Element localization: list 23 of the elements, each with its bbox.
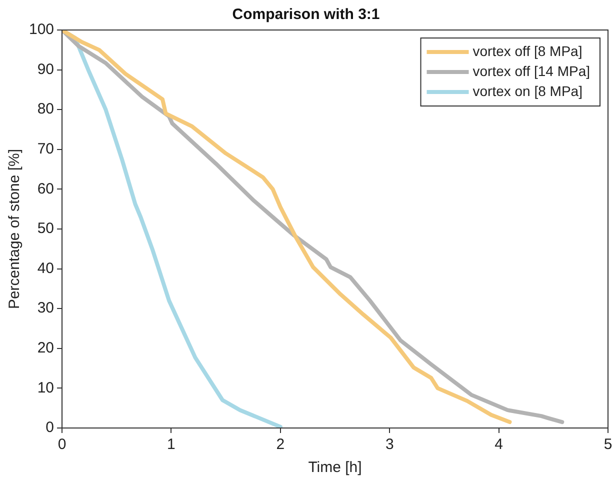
y-tick-label: 10 (37, 379, 54, 396)
y-tick-label: 20 (37, 340, 54, 357)
y-axis-title: Percentage of stone [%] (6, 148, 24, 310)
x-tick-label: 0 (58, 436, 66, 454)
legend-label: vortex off [14 MPa] (472, 62, 590, 79)
legend-label: vortex off [8 MPa] (472, 42, 582, 59)
y-tick-label: 40 (37, 260, 54, 277)
y-tick-label: 100 (28, 21, 54, 38)
x-tick-label: 4 (494, 436, 503, 454)
y-tick-label: 70 (37, 140, 54, 158)
chart-title: Comparison with 3:1 (232, 6, 380, 24)
x-tick-label: 3 (385, 436, 394, 454)
y-tick-label: 50 (37, 220, 54, 238)
legend-label: vortex on [8 MPa] (472, 82, 582, 99)
y-tick-label: 60 (37, 180, 54, 198)
y-tick-label: 30 (37, 300, 54, 317)
x-tick-label: 2 (276, 436, 285, 454)
y-tick-label: 80 (37, 100, 54, 118)
y-tick-label: 0 (46, 419, 54, 436)
x-tick-label: 5 (604, 436, 612, 454)
x-axis-title: Time [h] (308, 459, 362, 476)
x-tick-label: 1 (167, 436, 176, 454)
y-tick-label: 90 (37, 60, 54, 78)
